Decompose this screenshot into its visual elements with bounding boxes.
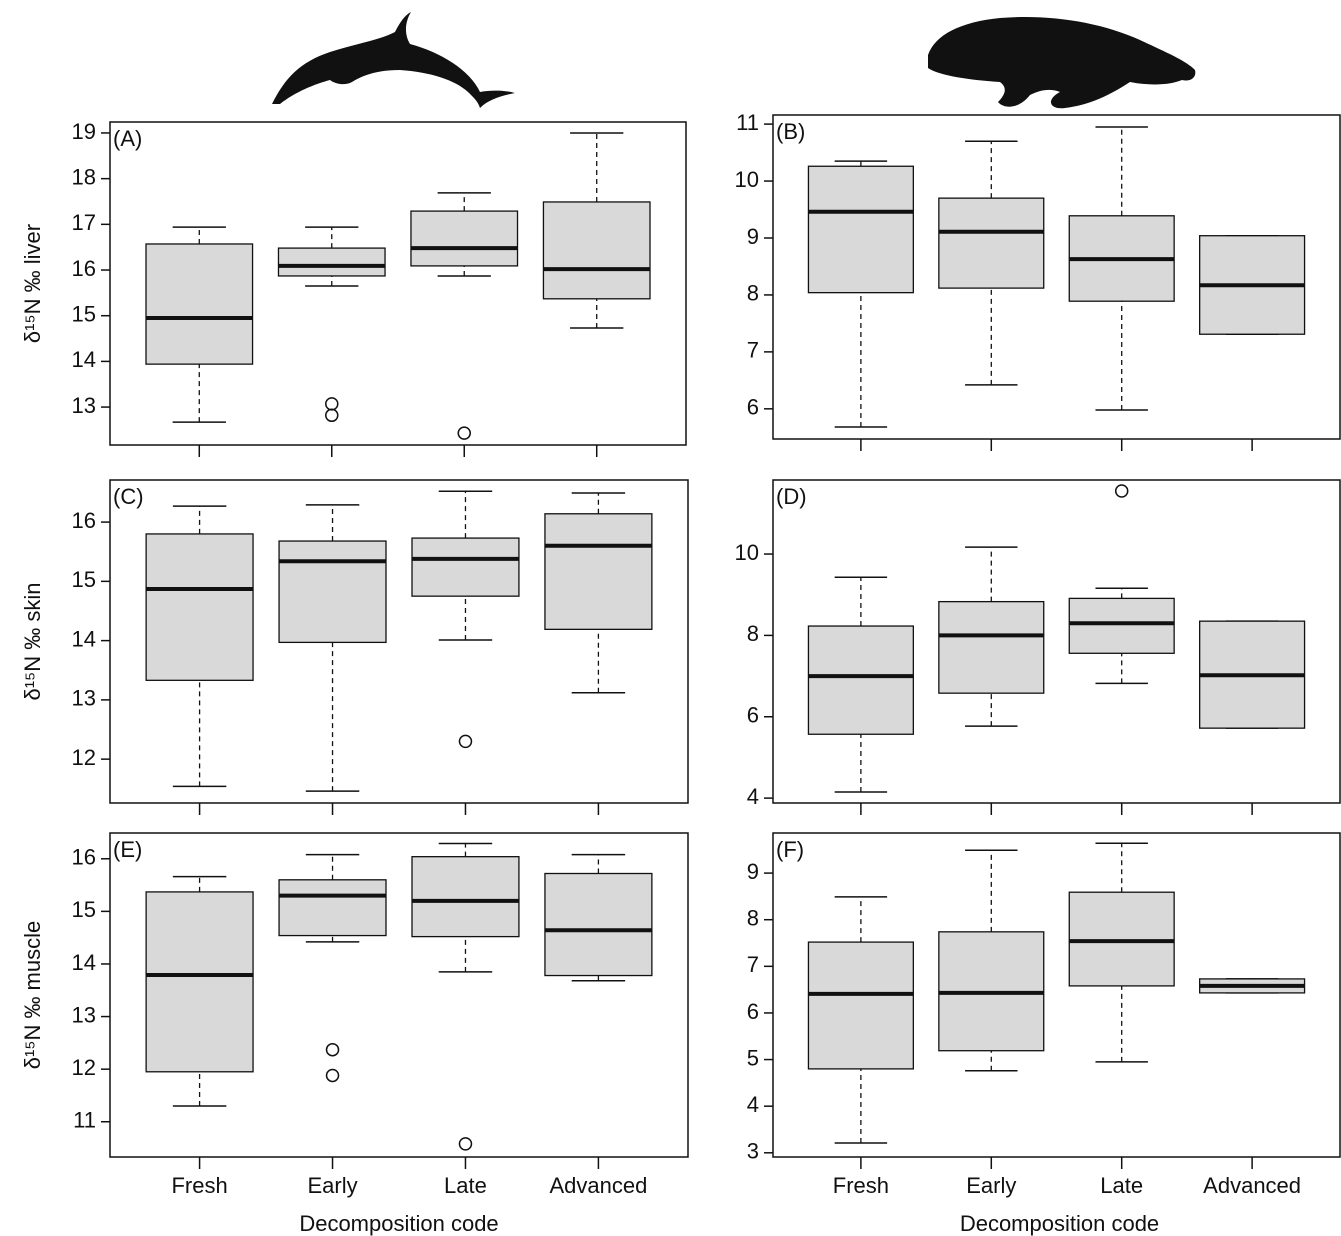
- box: [411, 537, 520, 597]
- plot-frame: [109, 121, 687, 446]
- x-tick-label: Late: [444, 1173, 487, 1198]
- y-tick-label: 14: [72, 950, 96, 975]
- box: [807, 165, 914, 294]
- x-tick-label: Early: [307, 1173, 357, 1198]
- y-tick-label: 11: [73, 1108, 96, 1133]
- y-tick-label: 16: [72, 845, 96, 870]
- y-tick-label: 5: [747, 1045, 759, 1070]
- panel-label: (A): [113, 126, 142, 151]
- plot-frame: [109, 832, 689, 1158]
- outlier: [1114, 484, 1129, 498]
- plot-frame: [772, 832, 1341, 1158]
- y-axis-label: δ¹⁵N ‰ muscle: [20, 921, 45, 1070]
- manatee-silhouette: [928, 16, 1196, 109]
- x-tick-label: Early: [966, 1173, 1016, 1198]
- y-tick-label: 8: [747, 281, 759, 306]
- y-tick-label: 14: [72, 347, 96, 372]
- y-tick-label: 4: [747, 784, 759, 809]
- outlier: [325, 1042, 340, 1057]
- y-tick-label: 4: [747, 1092, 759, 1117]
- y-tick-label: 6: [747, 395, 759, 420]
- y-tick-label: 7: [747, 952, 759, 977]
- plot-frame: [772, 114, 1341, 440]
- panel-label: (C): [113, 484, 144, 509]
- y-tick-label: 12: [72, 745, 96, 770]
- y-axis-label: δ¹⁵N ‰ skin: [20, 583, 45, 701]
- box: [938, 197, 1045, 289]
- box: [145, 243, 254, 365]
- box: [145, 891, 254, 1073]
- y-tick-label: 13: [72, 1002, 96, 1027]
- box: [1068, 597, 1175, 654]
- box: [278, 540, 387, 644]
- outlier: [458, 1137, 473, 1151]
- y-tick-label: 6: [747, 703, 759, 728]
- x-axis-label: Decomposition code: [960, 1211, 1159, 1236]
- y-tick-label: 7: [747, 338, 759, 363]
- y-tick-label: 12: [72, 1055, 96, 1080]
- panel-label: (F): [776, 837, 804, 862]
- y-tick-label: 3: [747, 1139, 759, 1164]
- y-tick-label: 13: [72, 686, 96, 711]
- plot-frame: [109, 479, 689, 804]
- box: [544, 872, 653, 977]
- y-tick-label: 8: [747, 621, 759, 646]
- box: [410, 210, 519, 267]
- x-tick-label: Fresh: [833, 1173, 889, 1198]
- y-tick-label: 17: [72, 210, 96, 235]
- y-tick-label: 6: [747, 999, 759, 1024]
- box: [411, 856, 520, 938]
- y-tick-label: 14: [72, 626, 96, 651]
- dolphin-silhouette: [272, 12, 515, 108]
- y-tick-label: 13: [72, 393, 96, 418]
- x-tick-label: Late: [1100, 1173, 1143, 1198]
- box: [544, 513, 653, 631]
- box: [278, 879, 387, 937]
- box: [277, 247, 386, 277]
- y-tick-label: 9: [747, 859, 759, 884]
- y-tick-label: 10: [735, 540, 759, 565]
- y-axis-label: δ¹⁵N ‰ liver: [20, 224, 45, 343]
- panel-label: (E): [113, 837, 142, 862]
- plot-frame: [772, 479, 1341, 804]
- outlier: [457, 426, 471, 440]
- y-tick-label: 19: [72, 119, 96, 144]
- box: [542, 201, 651, 300]
- y-tick-label: 9: [747, 224, 759, 249]
- y-tick-label: 16: [72, 256, 96, 281]
- outlier: [325, 408, 339, 423]
- y-tick-label: 11: [736, 110, 759, 135]
- x-tick-label: Fresh: [171, 1173, 227, 1198]
- y-tick-label: 15: [72, 567, 96, 592]
- y-tick-label: 18: [72, 164, 96, 189]
- y-tick-label: 10: [735, 167, 759, 192]
- box: [145, 533, 254, 681]
- box: [807, 941, 914, 1070]
- y-tick-label: 16: [72, 508, 96, 533]
- x-tick-label: Advanced: [1203, 1173, 1301, 1198]
- panel-label: (B): [776, 119, 805, 144]
- x-tick-label: Advanced: [549, 1173, 647, 1198]
- box: [1068, 891, 1175, 987]
- panel-label: (D): [776, 484, 807, 509]
- x-axis-label: Decomposition code: [299, 1211, 498, 1236]
- outlier: [458, 734, 473, 749]
- box: [938, 600, 1045, 694]
- outlier: [325, 397, 339, 411]
- y-tick-label: 8: [747, 906, 759, 931]
- box: [807, 625, 914, 735]
- y-tick-label: 15: [72, 302, 96, 327]
- y-tick-label: 15: [72, 897, 96, 922]
- outlier: [325, 1068, 340, 1083]
